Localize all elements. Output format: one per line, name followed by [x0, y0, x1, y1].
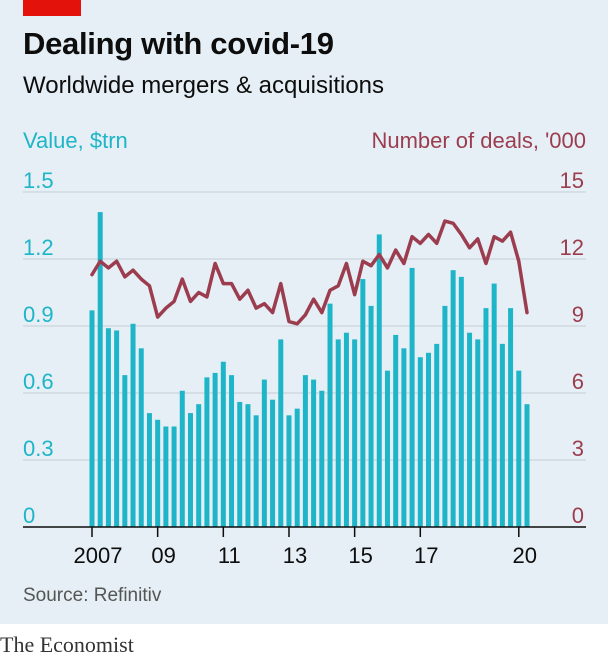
- value-bar: [187, 413, 193, 527]
- value-bar: [475, 339, 481, 527]
- value-bar: [483, 308, 489, 527]
- value-bars: [89, 212, 530, 527]
- x-tick-label: 2007: [74, 543, 123, 568]
- value-bar: [311, 379, 317, 527]
- value-bar: [458, 276, 464, 527]
- value-bar: [229, 375, 235, 527]
- value-bar: [352, 339, 358, 527]
- value-bar: [220, 361, 226, 527]
- value-bar: [163, 426, 169, 527]
- value-bar: [524, 404, 530, 527]
- value-bar: [261, 379, 267, 527]
- right-tick-label: 12: [560, 235, 584, 260]
- value-bar: [335, 339, 341, 527]
- x-axis: [23, 526, 586, 537]
- chart-subtitle: Worldwide mergers & acquisitions: [23, 72, 385, 99]
- brand-red-bar: [23, 0, 81, 16]
- value-bar: [138, 348, 144, 527]
- value-bar: [171, 426, 177, 527]
- value-bar: [376, 234, 382, 527]
- brand-logo: The Economist: [0, 632, 134, 657]
- value-bar: [516, 370, 522, 527]
- right-tick-labels: 15 12 9 6 3 0: [560, 168, 584, 528]
- deals-line: [90, 219, 529, 326]
- value-bar: [253, 415, 259, 527]
- value-bar: [155, 419, 161, 527]
- x-tick-label: 15: [348, 543, 372, 568]
- left-tick-label: 0: [23, 503, 35, 528]
- right-axis-label: Number of deals, '000: [371, 128, 586, 153]
- value-bar: [368, 305, 374, 527]
- chart-title: Dealing with covid-19: [23, 26, 334, 61]
- left-tick-label: 1.5: [23, 168, 54, 193]
- left-tick-label: 0.9: [23, 302, 54, 327]
- value-bar: [89, 310, 95, 527]
- value-bar: [122, 375, 128, 527]
- value-bar: [97, 212, 103, 527]
- value-bar: [204, 377, 210, 527]
- value-bar: [327, 303, 333, 527]
- value-bar: [245, 404, 251, 527]
- value-bar: [508, 308, 514, 527]
- source-note: Source: Refinitiv: [23, 585, 162, 606]
- value-bar: [237, 401, 243, 527]
- x-tick-label: 17: [414, 543, 438, 568]
- value-bar: [384, 370, 390, 527]
- value-bar: [467, 332, 473, 527]
- left-tick-label: 0.6: [23, 369, 54, 394]
- value-bar: [105, 328, 111, 527]
- right-tick-label: 9: [572, 302, 584, 327]
- value-bar: [179, 390, 185, 527]
- x-tick-label: 11: [218, 543, 241, 568]
- x-tick-label: 20: [513, 543, 537, 568]
- value-bar: [409, 267, 415, 527]
- value-bar: [319, 390, 325, 527]
- value-bar: [130, 323, 136, 527]
- value-bar: [491, 283, 497, 527]
- left-tick-label: 1.2: [23, 235, 54, 260]
- value-bar: [146, 413, 152, 527]
- value-bar: [499, 343, 505, 527]
- x-tick-labels: 2007 09 11 13 15 17 20: [74, 543, 538, 568]
- right-tick-label: 15: [560, 168, 584, 193]
- right-tick-label: 3: [572, 436, 584, 461]
- left-tick-label: 0.3: [23, 436, 54, 461]
- value-bar: [270, 399, 276, 527]
- left-axis-label: Value, $trn: [23, 128, 128, 153]
- value-bar: [286, 415, 292, 527]
- value-bar: [401, 348, 407, 527]
- deals-line-layer: [90, 219, 529, 326]
- value-bar: [196, 404, 202, 527]
- value-bar: [114, 330, 120, 527]
- x-tick-label: 13: [283, 543, 307, 568]
- value-bar: [212, 372, 218, 527]
- value-bar: [360, 279, 366, 527]
- value-bar: [278, 339, 284, 527]
- value-bar: [442, 305, 448, 527]
- value-bar: [343, 332, 349, 527]
- value-bar: [434, 343, 440, 527]
- value-bar: [426, 352, 432, 527]
- right-tick-label: 0: [572, 503, 584, 528]
- value-bar: [393, 334, 399, 527]
- right-tick-label: 6: [572, 369, 584, 394]
- value-bar: [417, 357, 423, 527]
- x-tick-label: 09: [151, 543, 175, 568]
- left-tick-labels: 1.5 1.2 0.9 0.6 0.3 0: [23, 168, 54, 528]
- chart-plot: 1.5 1.2 0.9 0.6 0.3 0 15 12 9 6 3 0 2007 09 11 13 15 17…: [23, 168, 586, 568]
- value-bar: [294, 408, 300, 527]
- value-bar: [302, 375, 308, 527]
- value-bar: [450, 270, 456, 527]
